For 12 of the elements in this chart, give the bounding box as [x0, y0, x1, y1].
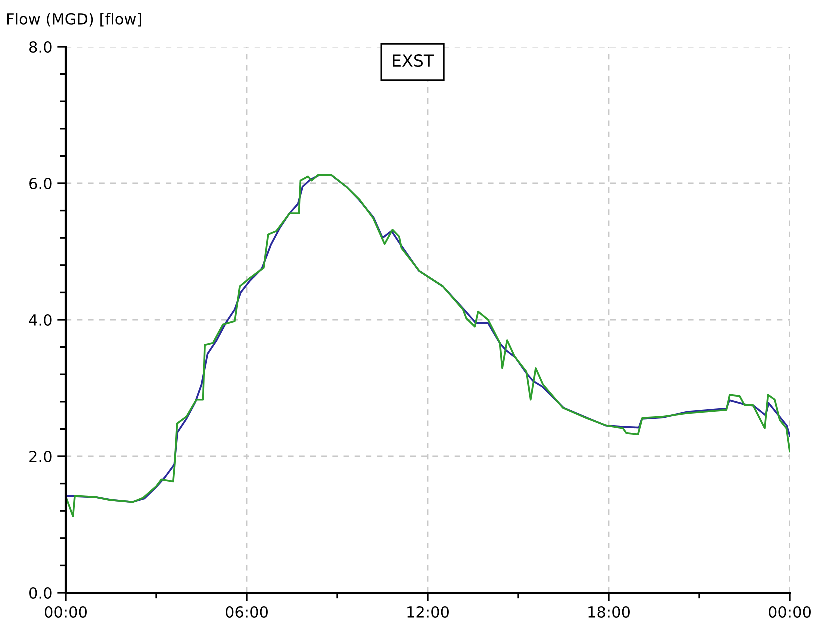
y-tick-label: 0.0: [30, 587, 52, 600]
y-tick-label: 4.0: [29, 314, 52, 326]
x-tick-label: 18:00: [588, 606, 630, 618]
y-tick-label: 2.0: [30, 450, 52, 463]
y-tick-label: 6.0: [30, 178, 52, 190]
x-tick-label: 00:00: [44, 606, 87, 618]
y-axis-title: Flow (MGD) [flow]: [8, 13, 142, 27]
x-tick-label: 06:00: [226, 606, 268, 618]
y-tick-label: 8.0: [30, 41, 52, 54]
x-tick-label: 00:00: [768, 606, 811, 618]
x-tick-label: 12:00: [408, 606, 449, 618]
annotation: EXST: [393, 54, 434, 68]
